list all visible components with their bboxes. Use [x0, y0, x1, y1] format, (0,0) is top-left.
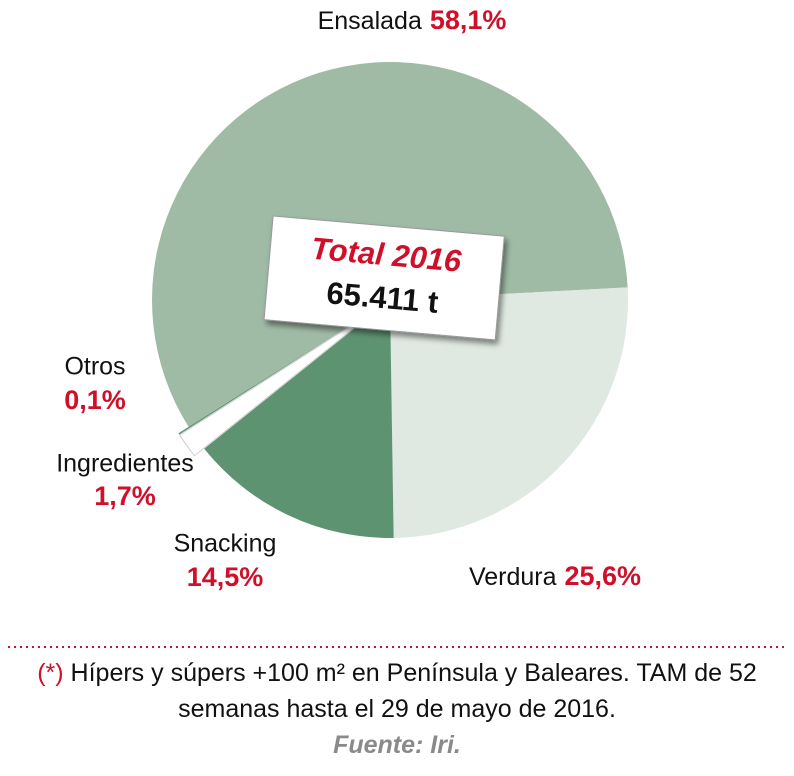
value-label: 14,5% [187, 562, 264, 592]
category-label: Otros [64, 353, 125, 381]
slice [204, 300, 394, 538]
slice [178, 306, 380, 435]
category-label: Ingredientes [56, 450, 194, 478]
total-box: Total 2016 65.411 t [263, 215, 505, 341]
value-label: 0,1% [64, 385, 126, 415]
value-label: 58,1% [430, 5, 507, 35]
value-label: 1,7% [94, 481, 156, 511]
category-label: Snacking [174, 530, 277, 558]
category-label: Verdura [469, 563, 557, 591]
category-label: Ensalada [318, 7, 422, 35]
footnote-marker: (*) [37, 659, 64, 687]
slice [390, 287, 629, 538]
footnote: (*) Hípers y súpers +100 m² en Península… [0, 655, 794, 763]
label: Ensalada 58,1% [318, 5, 507, 35]
total-box-bg [263, 215, 505, 341]
label: Verdura 25,6% [469, 561, 641, 591]
value-label: 25,6% [565, 561, 642, 591]
footnote-text: Hípers y súpers +100 m² en Península y B… [70, 659, 757, 723]
chart: Total 2016 65.411 t Ensalada 58,1% Verdur… [8, 5, 786, 648]
source: Fuente: Iri. [333, 731, 461, 759]
slice [178, 306, 381, 457]
